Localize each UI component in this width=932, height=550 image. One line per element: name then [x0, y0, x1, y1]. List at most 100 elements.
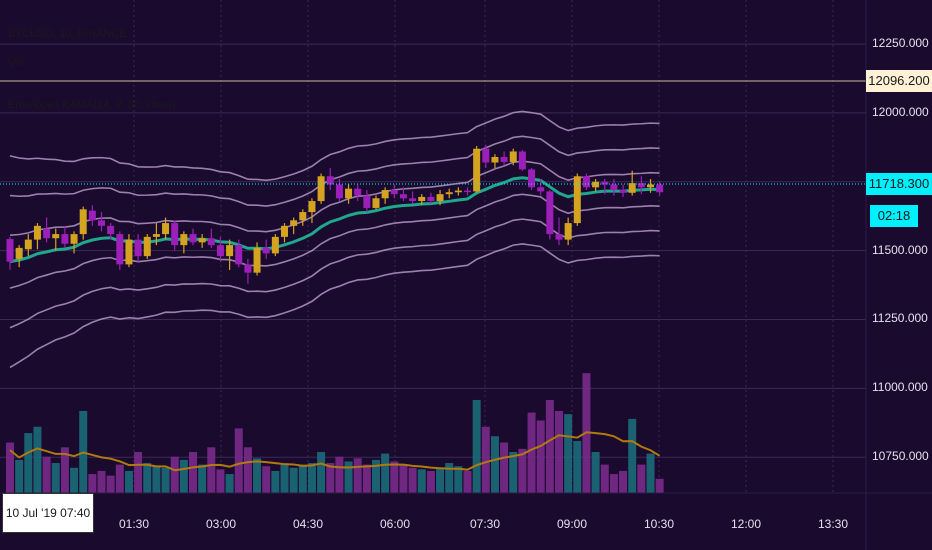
- volume-bar: [637, 464, 646, 493]
- price-tick-label: 10750.000: [872, 449, 929, 464]
- candle-body: [299, 212, 307, 221]
- bar-countdown-label: 02:18: [870, 205, 918, 227]
- candle-body: [445, 192, 453, 195]
- candle-body: [592, 181, 600, 188]
- candle-body: [372, 198, 380, 208]
- volume-bar: [207, 447, 216, 493]
- volume-bar: [426, 470, 435, 493]
- candle-body: [107, 225, 115, 235]
- volume-bar: [390, 461, 399, 493]
- last-price-label: 11718.300: [866, 173, 932, 195]
- volume-bar: [170, 456, 179, 493]
- volume-bar: [253, 458, 262, 493]
- candle-body: [180, 234, 188, 246]
- volume-bar: [463, 470, 472, 493]
- volume-bar: [628, 418, 637, 493]
- candle-body: [354, 188, 362, 196]
- volume-bar: [88, 474, 97, 493]
- candle-body: [162, 223, 170, 235]
- candles: [6, 144, 664, 284]
- candle-body: [171, 223, 179, 246]
- volume-bar: [115, 464, 124, 493]
- candle-body: [582, 176, 590, 188]
- candle-body: [33, 225, 41, 240]
- volume-bar: [243, 447, 252, 493]
- volume-bar: [134, 452, 143, 493]
- volume-bar: [372, 459, 380, 493]
- volume-legend[interactable]: Vol: [8, 57, 24, 69]
- volume-bar: [143, 463, 152, 493]
- volume-bar: [262, 466, 271, 493]
- volume-bar: [509, 452, 518, 493]
- volume-bar: [51, 463, 60, 493]
- candle-body: [363, 195, 371, 208]
- candle-body: [226, 245, 234, 257]
- volume-bar: [490, 436, 499, 493]
- indicator-legend[interactable]: Envelopes KAMA(14, 2, 30, close): [8, 99, 176, 111]
- volume-bar: [42, 456, 51, 493]
- candle-body: [216, 245, 224, 257]
- volume-bar: [655, 478, 664, 493]
- candle-body: [235, 245, 243, 265]
- envelope-band: [9, 135, 660, 207]
- candle-body: [253, 247, 261, 273]
- candle-body: [52, 234, 60, 239]
- candle-body: [345, 188, 353, 199]
- volume-bar: [152, 466, 161, 493]
- candle-body: [454, 190, 462, 193]
- envelope-band: [9, 243, 660, 369]
- candle-body: [271, 236, 279, 254]
- candle-body: [116, 234, 124, 265]
- cursor-time-label: 10 Jul '19 07:40: [2, 493, 94, 533]
- volume-bar: [454, 466, 463, 493]
- candle-body: [509, 151, 517, 162]
- volume-bar: [399, 464, 408, 493]
- candle-body: [335, 184, 343, 199]
- candle-body: [656, 184, 664, 193]
- price-tick-label: 11500.000: [872, 242, 928, 257]
- volume-bar: [564, 414, 573, 493]
- candle-body: [482, 148, 490, 163]
- volume-bar: [417, 469, 426, 493]
- volume-bar: [527, 412, 536, 493]
- volume-bar: [106, 475, 115, 493]
- volume-bar: [161, 467, 170, 493]
- volume-bar: [353, 458, 362, 493]
- volume-bar: [445, 463, 454, 493]
- price-lines: [0, 80, 866, 185]
- candle-body: [464, 190, 471, 193]
- volume-bar: [6, 442, 14, 493]
- candle-body: [152, 234, 160, 237]
- candle-body: [15, 247, 23, 259]
- volume-bar: [436, 467, 445, 493]
- candle-body: [473, 148, 481, 192]
- volume-bar: [15, 459, 24, 493]
- symbol-legend[interactable]: BTCUSD, 10, BINANCE: [8, 28, 127, 40]
- candle-body: [628, 183, 636, 193]
- volume-bar: [545, 399, 554, 493]
- candle-body: [409, 198, 417, 202]
- volume-bars: [6, 373, 664, 493]
- candle-body: [6, 239, 14, 262]
- candle-body: [290, 220, 298, 226]
- volume-bar: [472, 399, 481, 493]
- volume-bar: [198, 464, 207, 493]
- volume-bar: [216, 469, 225, 493]
- volume-bar: [646, 453, 655, 493]
- candle-body: [70, 234, 78, 244]
- candle-body: [619, 190, 627, 193]
- time-tick-label: 03:00: [205, 517, 237, 531]
- volume-bar: [335, 456, 344, 493]
- candle-body: [436, 194, 444, 202]
- candle-body: [601, 181, 609, 185]
- candle-body: [24, 239, 32, 250]
- volume-bar: [298, 464, 307, 493]
- candle-body: [61, 234, 69, 244]
- volume-bar: [179, 459, 188, 493]
- volume-bar: [481, 426, 490, 493]
- candle-body: [189, 234, 197, 243]
- candle-body: [79, 209, 87, 235]
- candle-body: [308, 201, 316, 213]
- candle-body: [647, 184, 654, 188]
